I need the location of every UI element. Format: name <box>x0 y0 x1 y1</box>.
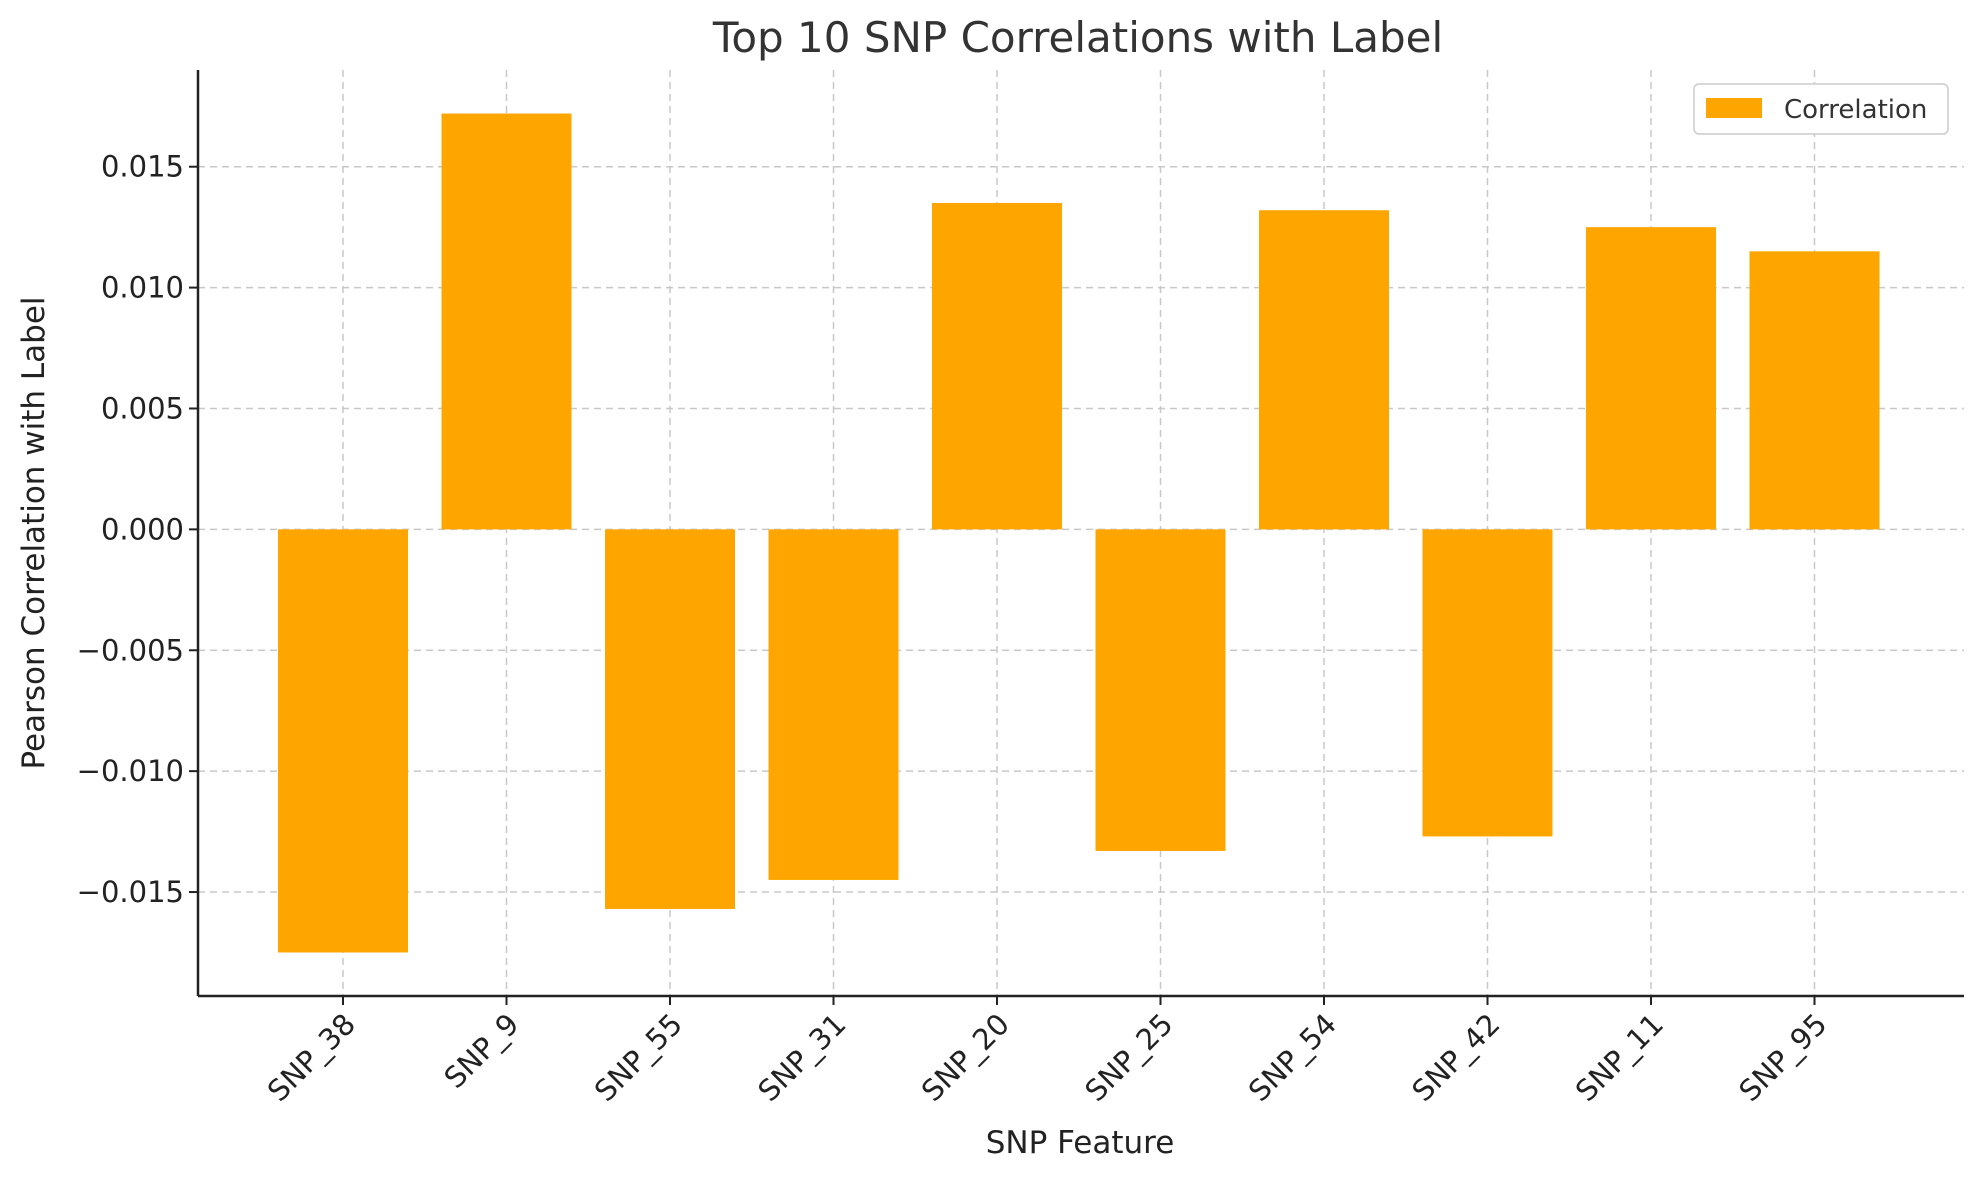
x-tick-label: SNP_20 <box>915 1007 1016 1108</box>
y-tick-label: 0.015 <box>101 150 184 184</box>
bars <box>278 113 1880 953</box>
x-tick-label: SNP_31 <box>751 1007 852 1108</box>
y-axis-label: Pearson Correlation with Label <box>16 296 52 769</box>
x-tick-label: SNP_42 <box>1405 1007 1506 1108</box>
bar-snp-42 <box>1422 529 1553 837</box>
x-tick-label: SNP_11 <box>1569 1007 1670 1108</box>
bar-snp-9 <box>441 113 572 530</box>
chart-title: Top 10 SNP Correlations with Label <box>712 13 1443 62</box>
y-tick-label: 0.000 <box>101 512 184 546</box>
x-tick-label: SNP_55 <box>588 1007 689 1108</box>
legend-box <box>1693 83 1949 135</box>
y-tick-label: 0.005 <box>101 391 184 425</box>
bar-snp-11 <box>1586 227 1716 530</box>
x-tick-label: SNP_25 <box>1078 1007 1179 1108</box>
bar-snp-20 <box>932 202 1062 530</box>
bar-snp-38 <box>278 529 408 953</box>
bar-snp-31 <box>768 529 899 880</box>
bar-snp-25 <box>1095 529 1226 851</box>
x-tick-label: SNP_95 <box>1732 1007 1833 1108</box>
legend: Correlation <box>1693 83 1949 135</box>
x-tick-label: SNP_9 <box>437 1007 525 1095</box>
legend-label: Correlation <box>1784 95 1927 125</box>
bar-snp-55 <box>605 529 735 909</box>
y-tick-label: −0.010 <box>77 754 184 788</box>
y-tick-label: −0.015 <box>77 875 184 909</box>
bar-snp-95 <box>1749 251 1880 530</box>
x-tick-label: SNP_38 <box>261 1007 362 1108</box>
bar-snp-54 <box>1259 210 1389 530</box>
axes <box>196 70 1964 998</box>
x-ticks: SNP_38 SNP_9 SNP_55 SNP_31 SNP_20 SNP_25 SNP_5… <box>261 996 1833 1108</box>
legend-swatch <box>1706 98 1762 118</box>
y-ticks: −0.015 −0.010 −0.005 0.000 0.005 0.010 0.015 <box>77 150 198 909</box>
y-tick-label: 0.010 <box>101 271 184 305</box>
x-tick-label: SNP_54 <box>1242 1007 1343 1108</box>
x-axis-label: SNP Feature <box>986 1125 1175 1161</box>
y-tick-label: −0.005 <box>77 633 184 667</box>
